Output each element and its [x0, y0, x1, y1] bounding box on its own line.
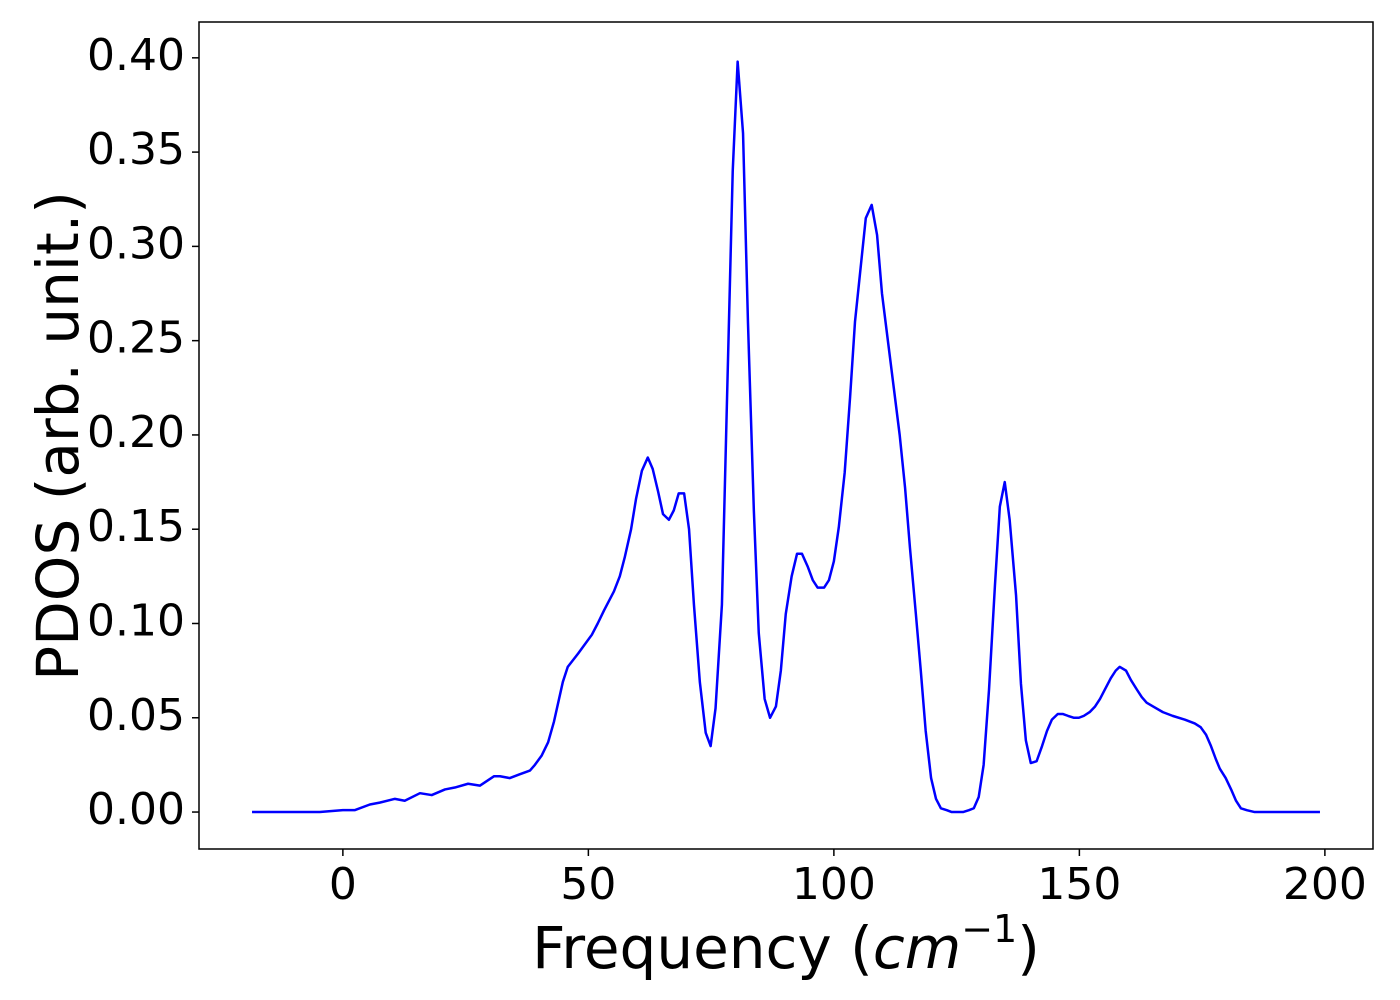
y-tick-label: 0.40	[87, 30, 185, 81]
x-axis-label: Frequency (cm−1)	[532, 907, 1040, 982]
x-label-unit: cm	[873, 914, 961, 982]
x-tick-label: 150	[1037, 859, 1121, 910]
x-label-exponent: −1	[961, 907, 1017, 951]
y-tick-label: 0.20	[87, 407, 185, 458]
x-tick-label: 0	[329, 859, 357, 910]
y-tick-label: 0.30	[87, 218, 185, 269]
x-tick-label: 100	[792, 859, 876, 910]
x-label-close: )	[1017, 914, 1040, 982]
y-tick-label: 0.10	[87, 595, 185, 646]
x-tick-label: 200	[1283, 859, 1367, 910]
y-tick-label: 0.05	[87, 690, 185, 741]
y-axis-label: PDOS (arb. unit.)	[24, 191, 92, 681]
y-tick-label: 0.35	[87, 124, 185, 175]
x-label-text: Frequency (	[532, 914, 873, 982]
y-tick-label: 0.00	[87, 784, 185, 835]
y-tick-label: 0.15	[87, 501, 185, 552]
x-tick-label: 50	[560, 859, 616, 910]
pdos-line	[252, 60, 1320, 814]
y-tick-label: 0.25	[87, 313, 185, 364]
